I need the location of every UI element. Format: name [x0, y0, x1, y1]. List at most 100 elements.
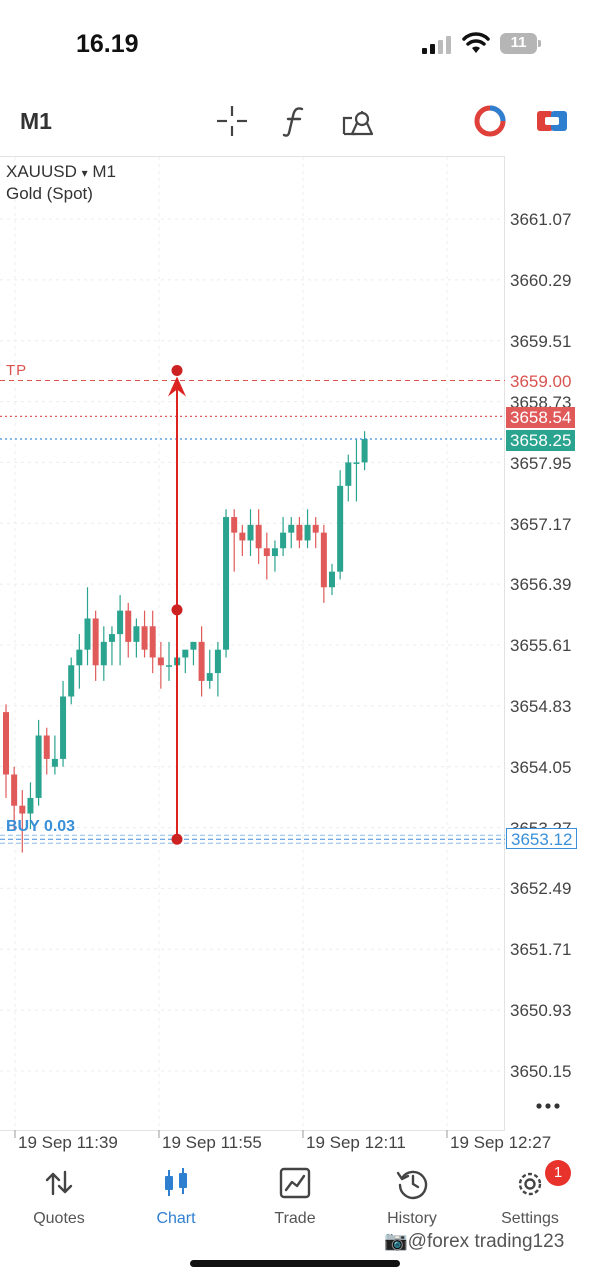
candle-body — [296, 524, 303, 541]
candle-body — [239, 532, 246, 541]
candle-body — [223, 517, 230, 650]
candle-body — [3, 712, 9, 775]
trade-chart-icon — [279, 1167, 311, 1199]
nav-quotes[interactable]: Quotes — [4, 1160, 114, 1230]
candle-body — [182, 649, 189, 658]
price-axis-label: 3650.93 — [510, 1001, 572, 1020]
entry-handle — [171, 833, 183, 845]
candle-body — [157, 657, 164, 666]
candle-body — [149, 626, 156, 658]
battery-icon: 11 — [500, 33, 542, 54]
home-indicator[interactable] — [190, 1260, 400, 1267]
notification-badge: 1 — [545, 1160, 571, 1186]
candle-body — [92, 618, 99, 666]
watermark-text: 📷@forex trading123 — [384, 1231, 565, 1252]
candle-body — [84, 618, 91, 650]
candle-body — [133, 626, 140, 642]
candle-body — [27, 797, 34, 814]
candle-body — [353, 462, 360, 464]
symbol-timeframe: M1 — [92, 162, 116, 181]
symbol-title[interactable]: XAUUSD ▾ M1 — [6, 162, 116, 182]
candle-body — [35, 735, 42, 798]
timeframe-button[interactable]: M1 — [20, 108, 52, 134]
candle-body — [345, 462, 352, 486]
history-clock-icon — [396, 1170, 428, 1200]
candle-body — [231, 517, 238, 533]
take-profit-price-tag: 3659.00 — [506, 371, 576, 392]
candle-body — [280, 532, 287, 549]
battery-level: 11 — [510, 34, 527, 51]
nav-label: Settings — [501, 1210, 559, 1227]
candle-body — [255, 524, 262, 549]
time-axis-label: 19 Sep 11:55 — [162, 1133, 262, 1152]
candle-body — [214, 649, 221, 674]
price-axis-label: 3657.95 — [510, 454, 572, 473]
candlestick-chart[interactable] — [0, 0, 590, 1160]
candle-body — [108, 634, 115, 642]
more-options-icon[interactable] — [534, 1098, 564, 1114]
candle-body — [51, 758, 58, 767]
candle-body — [43, 735, 50, 759]
candle-body — [68, 665, 75, 697]
price-axis-label: 3652.49 — [510, 879, 572, 898]
candle-body — [329, 571, 335, 588]
price-axis-label: 3660.29 — [510, 271, 572, 290]
nav-label: History — [387, 1210, 437, 1227]
cellular-signal-icon — [422, 36, 451, 54]
symbol-description: Gold (Spot) — [6, 184, 93, 203]
crosshair-icon[interactable] — [215, 104, 249, 138]
nav-history[interactable]: History — [357, 1160, 467, 1230]
candle-body — [11, 774, 18, 806]
price-axis-label: 3650.15 — [510, 1062, 572, 1081]
candle-body — [60, 696, 67, 759]
objects-icon[interactable] — [340, 104, 374, 138]
candle-body — [361, 439, 368, 463]
tp-arrowhead-icon — [168, 376, 186, 397]
chart-area[interactable] — [0, 156, 505, 1131]
candle-body — [125, 610, 132, 642]
time-axis-label: 19 Sep 11:39 — [18, 1133, 118, 1152]
candle-body — [263, 548, 270, 557]
status-time: 16.19 — [76, 30, 139, 58]
candle-body — [320, 532, 327, 588]
position-label: BUY 0.03 — [6, 818, 76, 835]
candle-body — [206, 673, 213, 681]
position-price-tag[interactable]: 3653.12 — [506, 828, 578, 849]
candle-body — [247, 524, 254, 541]
status-bar: 16.19 11 — [0, 0, 590, 88]
candle-body — [166, 665, 172, 667]
candle-body — [19, 805, 26, 814]
price-axis-label: 3657.17 — [510, 515, 572, 534]
candle-body — [271, 548, 278, 557]
nav-settings[interactable]: 1 Settings — [475, 1160, 585, 1230]
price-axis-label: 3651.71 — [510, 940, 572, 959]
price-axis-label: 3661.07 — [510, 210, 572, 229]
candle-body — [312, 524, 319, 533]
one-click-trading-icon[interactable] — [535, 104, 569, 138]
chart-toolbar: M1 — [0, 88, 590, 154]
account-switch-icon[interactable] — [473, 104, 507, 138]
ask-price-tag: 3658.54 — [506, 407, 576, 428]
chart-candles-icon — [165, 1168, 187, 1196]
price-axis-label: 3654.05 — [510, 758, 572, 777]
nav-trade[interactable]: Trade — [240, 1160, 350, 1230]
candle-body — [190, 641, 197, 650]
candle-body — [117, 610, 124, 635]
price-axis-label: 3656.39 — [510, 575, 572, 594]
candle-body — [76, 649, 83, 666]
bid-price-tag: 3658.25 — [506, 430, 576, 451]
mid-handle — [171, 604, 183, 616]
take-profit-label: TP — [6, 362, 28, 379]
price-axis-label: 3654.83 — [510, 697, 572, 716]
nav-chart[interactable]: Chart — [121, 1160, 231, 1230]
indicator-f-icon[interactable] — [278, 104, 312, 138]
bottom-navigation: Quotes Chart Trade History 1 Settings — [0, 1160, 590, 1240]
nav-label: Quotes — [33, 1210, 85, 1227]
price-axis-label: 3655.61 — [510, 636, 572, 655]
time-axis-label: 19 Sep 12:27 — [450, 1133, 552, 1152]
candle-body — [337, 485, 344, 572]
candle-body — [198, 641, 205, 681]
settings-gear-icon — [518, 1172, 542, 1196]
wifi-icon — [462, 32, 490, 53]
tp-handle — [171, 365, 183, 377]
